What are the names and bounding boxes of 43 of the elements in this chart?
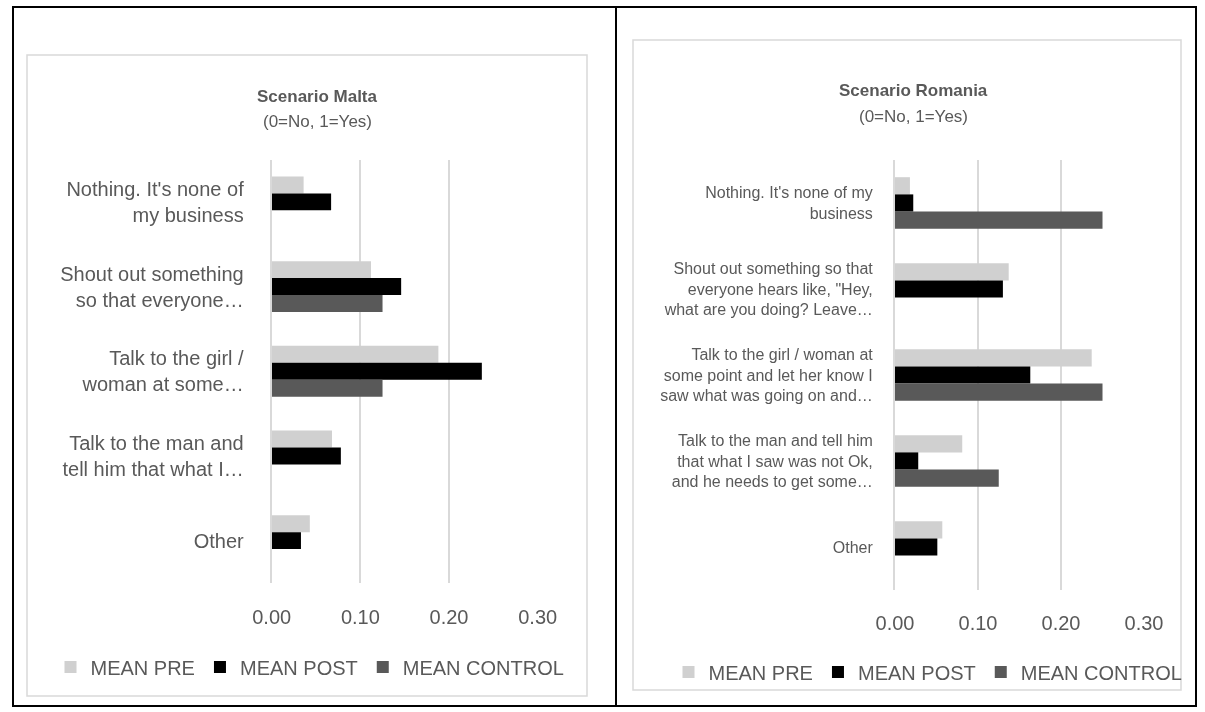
x-tick-label: 0.30 [1124,612,1164,634]
legend-label: MEAN POST [239,656,358,679]
y-tick-label: Other [832,538,874,556]
bar [895,383,1103,401]
bar [271,362,482,380]
x-tick-label: 0.10 [958,612,998,634]
x-tick-label: 0.00 [875,612,915,634]
y-tick-label: Nothing. It's none of my business [705,184,873,222]
bar [271,278,402,296]
bar [271,532,301,550]
legend-label: MEAN CONTROL [1020,661,1182,684]
x-tick-label: 0.30 [518,606,558,628]
x-tick-label: 0.10 [340,606,380,628]
bar [271,193,332,211]
chart-subtitle: (0=No, 1=Yes) [263,112,372,131]
x-tick-label: 0.20 [1041,612,1081,634]
y-tick-label: Shout out something so that everyone… [60,262,244,311]
bar [271,295,383,312]
bar [271,379,383,397]
legend-label: MEAN PRE [708,661,813,684]
bar [271,447,341,465]
chart-title: Scenario Romania [839,81,988,100]
y-tick-label: Nothing. It's none of my business [66,177,245,226]
y-tick-label: Other [193,529,245,552]
legend-label: MEAN PRE [90,656,195,679]
bar [895,366,1031,384]
chart-title: Scenario Malta [257,87,378,106]
y-tick-label: Talk to the girl / woman at some… [81,347,245,396]
bar [895,211,1103,229]
y-tick-label: Talk to the man and tell him that what I saw was not Ok, and he needs to get some… [671,431,873,491]
bar [895,194,914,212]
legend-label: MEAN POST [857,661,976,684]
bar [895,452,919,470]
bar [895,469,999,487]
x-tick-label: 0.00 [252,606,292,628]
legend-label: MEAN CONTROL [402,656,564,679]
chart-subtitle: (0=No, 1=Yes) [859,107,968,126]
y-tick-label: Shout out something so that everyone hears like, "Hey, what are you doing? Leave… [663,259,874,319]
y-tick-label: Talk to the man and tell him that what I… [62,431,244,480]
bar [895,538,938,556]
bar [895,280,1003,298]
y-tick-label: Talk to the girl / woman at some point and let her know I saw what was going on and… [660,345,874,405]
x-tick-label: 0.20 [429,606,469,628]
